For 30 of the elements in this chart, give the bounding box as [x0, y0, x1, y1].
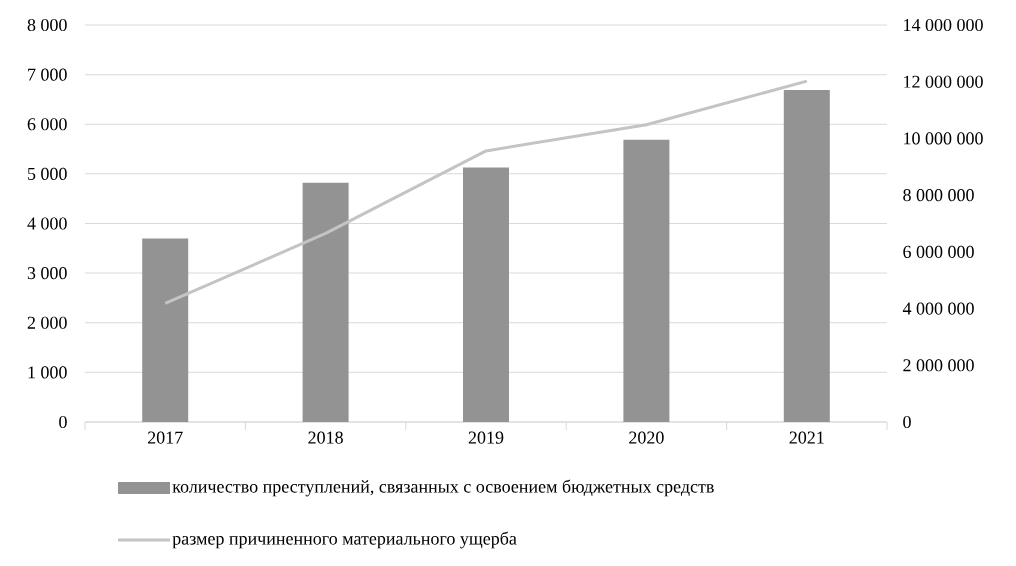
y2-tick-label: 8 000 000: [903, 189, 974, 202]
y-tick-label: 0: [59, 415, 67, 429]
y-tick-label: 1 000: [28, 366, 67, 379]
y2-tick-label: 2 000 000: [903, 359, 974, 372]
line-series: [163, 79, 809, 305]
y-tick-label: 3 000: [27, 267, 67, 280]
y-tick-label: 7 000: [28, 68, 67, 81]
y-tick-label: 5 000: [28, 167, 67, 180]
bar: [142, 238, 189, 422]
x-tick-label: 2018: [308, 431, 343, 444]
y-tick-label: 2 000: [27, 316, 67, 329]
y-tick-label: 8 000: [27, 18, 67, 32]
y2-tick-label: 14 000 000: [904, 18, 983, 32]
bar: [783, 90, 830, 422]
y2-tick-label: 6 000 000: [903, 245, 974, 258]
legend-label: количество преступлений, связанных с освоением бюджетных средств: [172, 479, 714, 497]
y-tick-label: 6 000: [27, 118, 67, 131]
y2-tick-label: 12 000 000: [904, 75, 983, 88]
legend-label: размер причиненного материального ущерба: [172, 531, 517, 549]
x-tick-label: 2019: [468, 431, 504, 444]
x-tick-label: 2021: [789, 431, 824, 444]
bar: [463, 167, 510, 422]
bar: [623, 139, 670, 422]
y2-tick-label: 0: [903, 415, 911, 429]
x-tick-label: 2020: [629, 431, 664, 444]
y2-tick-label: 10 000 000: [904, 132, 983, 145]
x-tick-label: 2017: [147, 431, 183, 444]
y-tick-label: 4 000: [27, 217, 67, 230]
bar: [302, 182, 349, 422]
y2-tick-label: 4 000 000: [902, 302, 974, 315]
